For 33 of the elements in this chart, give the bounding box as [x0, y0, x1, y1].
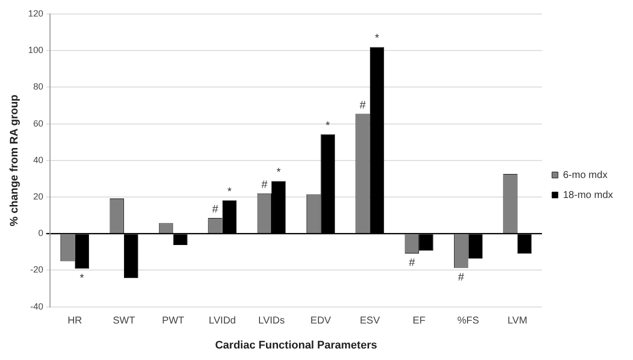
x-tick-label: LVIDd [208, 316, 236, 327]
y-tick-label: 60 [33, 118, 44, 128]
y-tick-label: 20 [33, 191, 44, 202]
x-tick-label: LVIDs [258, 316, 285, 327]
x-tick-label: SWT [112, 316, 136, 327]
legend-label: 18-mo mdx [562, 190, 613, 201]
data-label: * [80, 272, 85, 284]
data-label: # [408, 257, 416, 270]
y-tick-label: 120 [28, 8, 44, 18]
x-tick-label: EF [412, 316, 426, 327]
x-tick-label: HR [68, 316, 82, 327]
y-tick-label: -20 [30, 264, 44, 275]
y-tick-label: 100 [28, 45, 44, 56]
data-label: * [227, 186, 232, 198]
data-label: # [261, 178, 268, 191]
y-tick-label: 40 [33, 154, 44, 165]
x-tick-label: LVM [507, 316, 528, 327]
data-label: * [374, 32, 380, 45]
y-axis-title: % change from RA group [8, 94, 21, 226]
y-tick-label: -40 [30, 301, 44, 312]
data-label: # [458, 271, 466, 284]
data-label: # [360, 99, 367, 112]
x-tick-label: ESV [360, 316, 380, 327]
data-label: # [212, 204, 220, 216]
data-label: * [276, 166, 282, 179]
legend-label: 6-mo mdx [562, 170, 608, 181]
data-label: * [326, 120, 331, 132]
y-tick-label: 80 [33, 82, 44, 92]
x-tick-label: EDV [310, 316, 332, 327]
x-tick-label: PWT [162, 316, 184, 327]
x-axis-title: Cardiac Functional Parameters [215, 339, 378, 352]
y-tick-label: 0 [38, 228, 44, 238]
x-tick-label: %FS [457, 316, 480, 327]
